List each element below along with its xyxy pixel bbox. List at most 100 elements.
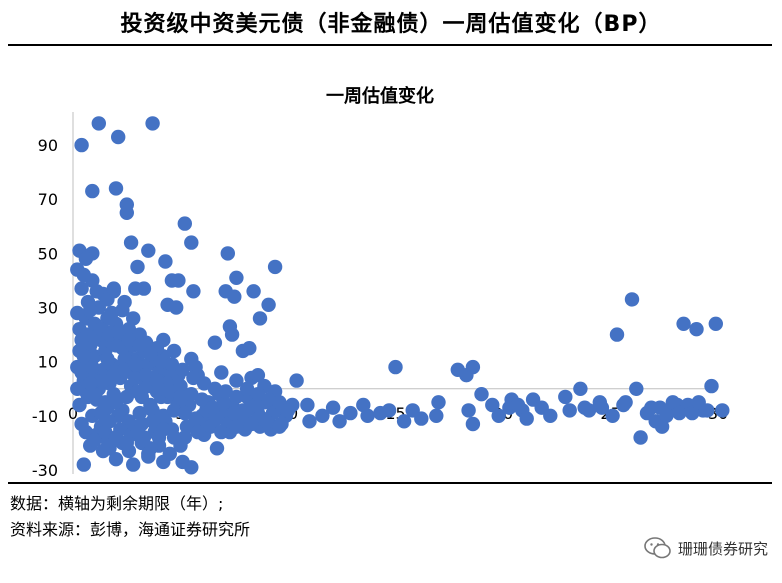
data-point bbox=[700, 403, 715, 418]
y-tick-label: 30 bbox=[38, 299, 58, 318]
data-point bbox=[138, 368, 154, 383]
data-point bbox=[229, 389, 244, 405]
data-point bbox=[609, 327, 625, 342]
data-point bbox=[89, 284, 104, 299]
data-point bbox=[132, 405, 147, 421]
data-point bbox=[85, 273, 100, 288]
data-point bbox=[431, 395, 446, 410]
data-point bbox=[190, 424, 205, 440]
data-point bbox=[229, 419, 244, 434]
data-point bbox=[485, 397, 500, 413]
y-tick-label: 70 bbox=[38, 190, 58, 209]
title-rule bbox=[8, 44, 772, 46]
data-point bbox=[659, 408, 674, 423]
data-point bbox=[465, 359, 481, 375]
data-point bbox=[558, 389, 573, 405]
data-point bbox=[405, 403, 420, 418]
data-point bbox=[207, 335, 223, 350]
data-point bbox=[153, 354, 169, 369]
data-point bbox=[343, 405, 358, 421]
data-point bbox=[272, 419, 287, 434]
data-point bbox=[141, 446, 156, 461]
data-point bbox=[119, 389, 134, 405]
data-point bbox=[229, 270, 244, 285]
data-point bbox=[106, 281, 122, 296]
data-point bbox=[175, 362, 190, 377]
data-point bbox=[126, 311, 141, 326]
data-point bbox=[227, 405, 242, 421]
data-point bbox=[252, 311, 268, 326]
data-point bbox=[261, 297, 276, 312]
data-point bbox=[177, 405, 192, 421]
data-point bbox=[676, 316, 691, 331]
data-point bbox=[360, 408, 375, 423]
data-point bbox=[184, 460, 199, 475]
data-point bbox=[250, 387, 266, 402]
data-point bbox=[132, 338, 147, 353]
data-point bbox=[162, 384, 177, 399]
data-point bbox=[267, 259, 283, 275]
data-point bbox=[616, 397, 631, 413]
data-point bbox=[119, 435, 134, 451]
data-point bbox=[184, 235, 199, 250]
data-point bbox=[91, 116, 107, 131]
data-point bbox=[715, 403, 730, 418]
data-point bbox=[143, 346, 158, 361]
data-point bbox=[166, 430, 182, 445]
data-point bbox=[220, 246, 235, 261]
data-point bbox=[248, 397, 263, 413]
data-point bbox=[218, 384, 233, 399]
data-point bbox=[76, 457, 92, 472]
data-point bbox=[145, 403, 160, 418]
data-point bbox=[246, 284, 261, 299]
data-point bbox=[87, 349, 102, 364]
data-point bbox=[491, 408, 506, 423]
data-point bbox=[74, 332, 89, 348]
data-point bbox=[117, 294, 132, 310]
data-point bbox=[474, 387, 489, 402]
data-point bbox=[121, 332, 137, 348]
data-point bbox=[164, 357, 180, 372]
data-point bbox=[224, 327, 240, 342]
data-point bbox=[171, 273, 186, 288]
data-point bbox=[194, 392, 210, 407]
data-point bbox=[173, 389, 188, 405]
data-point bbox=[111, 324, 126, 340]
data-point bbox=[216, 395, 231, 410]
data-point bbox=[289, 373, 304, 388]
data-point bbox=[98, 424, 113, 440]
footer-source: 资料来源：彭博，海通证券研究所 bbox=[10, 520, 251, 539]
data-point bbox=[169, 300, 184, 315]
data-point bbox=[102, 414, 117, 429]
data-point bbox=[196, 376, 212, 391]
data-point bbox=[203, 419, 218, 434]
data-point bbox=[465, 416, 481, 432]
y-tick-label: -30 bbox=[32, 461, 58, 480]
data-point bbox=[108, 181, 124, 196]
data-point bbox=[227, 289, 242, 304]
y-tick-label: 10 bbox=[38, 353, 58, 372]
data-point bbox=[242, 341, 257, 356]
data-point bbox=[119, 205, 134, 220]
data-point bbox=[85, 359, 100, 375]
data-point bbox=[76, 349, 92, 364]
data-point bbox=[173, 378, 188, 394]
data-point bbox=[209, 441, 225, 456]
data-point bbox=[179, 419, 195, 434]
data-point bbox=[136, 281, 152, 296]
data-point bbox=[461, 403, 476, 418]
data-point bbox=[654, 419, 670, 434]
data-point bbox=[519, 411, 534, 426]
data-point bbox=[510, 397, 526, 413]
data-point bbox=[396, 414, 412, 429]
data-point bbox=[186, 370, 201, 386]
data-points bbox=[70, 116, 730, 475]
data-point bbox=[83, 303, 98, 318]
y-tick-label: 50 bbox=[38, 244, 58, 263]
data-point bbox=[672, 405, 687, 421]
data-point bbox=[83, 376, 98, 391]
data-point bbox=[629, 381, 644, 396]
data-point bbox=[605, 408, 620, 423]
